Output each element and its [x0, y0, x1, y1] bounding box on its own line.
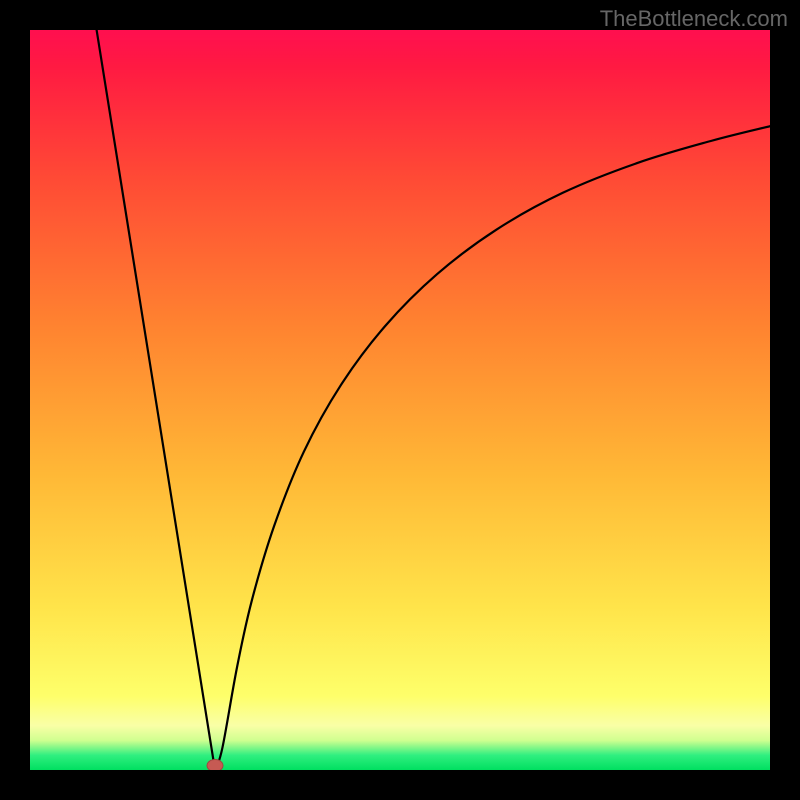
chart-svg: [30, 30, 770, 770]
gradient-background: [30, 30, 770, 770]
chart-container: TheBottleneck.com: [0, 0, 800, 800]
plot-area: [30, 30, 770, 770]
watermark-text: TheBottleneck.com: [600, 6, 788, 32]
optimum-marker: [207, 760, 223, 770]
